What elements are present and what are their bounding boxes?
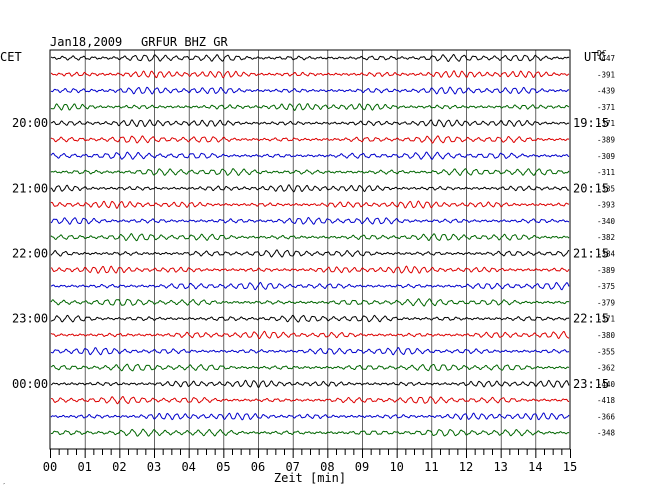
dc-offset-label: -335	[597, 184, 615, 193]
trace-row-11	[50, 233, 570, 242]
dc-offset-label: -389	[597, 266, 615, 275]
x-tick-label: 11	[424, 460, 438, 474]
dc-offset-label: -384	[597, 250, 616, 259]
trace-row-2	[50, 86, 570, 95]
left-time-label: 23:00	[12, 312, 48, 326]
dc-offset-label: -309	[597, 152, 615, 161]
trace-row-17	[50, 330, 570, 340]
dc-offset-label: -380	[597, 331, 616, 340]
dc-offset-label: -375	[597, 282, 615, 291]
x-axis-title: Zeit [min]	[274, 471, 346, 485]
left-time-label: 21:00	[12, 181, 48, 195]
dc-label: DC	[597, 49, 607, 58]
trace-row-12	[50, 249, 570, 258]
right-time-label: 23:15	[573, 377, 609, 391]
dc-offset-label: -348	[597, 429, 616, 438]
trace-row-3	[50, 103, 570, 112]
x-tick-label: 15	[563, 460, 577, 474]
trace-row-16	[50, 314, 570, 323]
right-time-label: 20:15	[573, 181, 609, 195]
x-tick-label: 13	[493, 460, 507, 474]
left-time-label: 22:00	[12, 247, 48, 261]
x-axis-ticks: 00 01 02 03 04 05 06 07 08 09 10 11 12 13 14 15	[43, 449, 577, 474]
x-tick-label: 01	[77, 460, 91, 474]
right-time-label: 22:15	[573, 312, 609, 326]
dc-offset-label: -371	[597, 119, 615, 128]
trace-row-8	[50, 184, 570, 193]
x-tick-label: 06	[251, 460, 265, 474]
left-time-label: 20:00	[12, 116, 48, 130]
right-time-label: 19:15	[573, 116, 609, 130]
x-tick-label: 03	[147, 460, 161, 474]
trace-row-20	[50, 379, 570, 388]
dc-offset-label: -389	[597, 135, 615, 144]
dc-offset-label: -311	[597, 168, 615, 177]
dc-offset-label: -393	[597, 201, 615, 210]
seismic-traces	[50, 53, 570, 437]
x-tick-label: 14	[528, 460, 542, 474]
x-tick-label: 02	[112, 460, 126, 474]
x-tick-label: 09	[355, 460, 369, 474]
trace-row-15	[50, 298, 570, 307]
left-timezone-label: CET	[0, 50, 22, 64]
trace-row-18	[50, 347, 570, 356]
plot-frame	[49, 49, 571, 450]
chart-date: Jan18,2009	[50, 35, 122, 49]
trace-row-1	[50, 70, 570, 79]
dc-offset-label: -371	[597, 103, 615, 112]
trace-row-5	[50, 135, 570, 144]
corner-mark: ′	[2, 482, 6, 490]
dc-offset-label: -366	[597, 412, 616, 421]
chart-station: GRFUR BHZ GR	[141, 35, 228, 49]
dc-offset-label: -371	[597, 315, 615, 324]
dc-offset-label: -391	[597, 70, 615, 79]
trace-row-19	[50, 363, 570, 372]
dc-offset-label: -418	[597, 396, 616, 405]
trace-row-0	[50, 53, 570, 62]
trace-row-21	[50, 396, 570, 405]
dc-offset-label: -440	[597, 380, 616, 389]
dc-offset-label: -439	[597, 87, 615, 96]
row-time-labels: 20:00 21:00 22:00 23:00 00:00 19:15 20:15 21:15…	[12, 54, 616, 438]
x-tick-label: 10	[389, 460, 403, 474]
dc-offset-label: -379	[597, 298, 615, 307]
trace-row-6	[50, 151, 570, 161]
trace-row-10	[50, 216, 570, 225]
left-time-label: 00:00	[12, 377, 48, 391]
dc-offset-label: -447	[597, 54, 615, 63]
time-grid	[49, 49, 571, 450]
x-tick-label: 00	[43, 460, 57, 474]
dc-offset-label: -340	[597, 217, 616, 226]
right-timezone-label: UTC	[584, 50, 606, 64]
x-tick-label: 04	[181, 460, 195, 474]
trace-row-14	[50, 281, 570, 291]
trace-row-22	[50, 412, 570, 421]
right-time-label: 21:15	[573, 247, 609, 261]
x-tick-label: 05	[216, 460, 230, 474]
trace-row-13	[50, 265, 570, 274]
x-tick-label: 08	[320, 460, 334, 474]
trace-row-4	[50, 119, 570, 128]
trace-row-7	[50, 168, 570, 177]
dc-offset-label: -355	[597, 347, 615, 356]
trace-row-23	[50, 428, 570, 437]
x-tick-label: 07	[285, 460, 299, 474]
trace-row-9	[50, 200, 570, 209]
dc-offset-label: -362	[597, 364, 615, 373]
x-tick-label: 12	[459, 460, 473, 474]
dc-offset-label: -382	[597, 233, 615, 242]
